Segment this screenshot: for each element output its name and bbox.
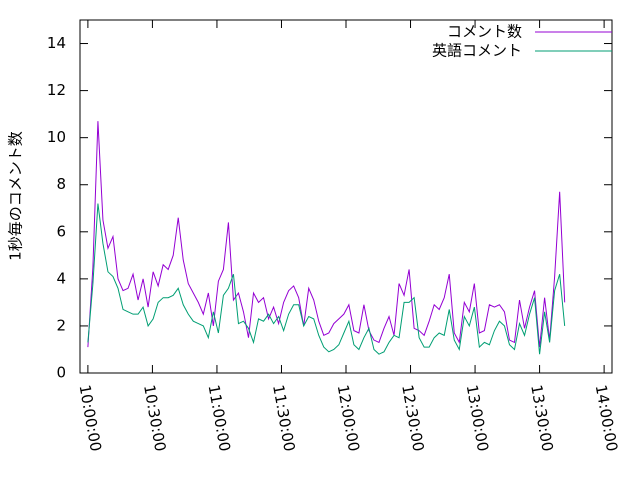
y-tick-label: 12 — [47, 81, 66, 99]
x-tick-label: 13:30:00 — [527, 383, 556, 452]
x-tick-label: 11:00:00 — [205, 383, 234, 452]
x-tick-label: 14:00:00 — [592, 383, 621, 452]
x-tick-label: 12:00:00 — [334, 383, 363, 452]
y-tick-label: 8 — [56, 175, 66, 193]
line-series — [87, 203, 566, 355]
legend-label: 英語コメント — [432, 42, 522, 60]
plot-border — [79, 19, 613, 374]
x-tick-label: 10:00:00 — [76, 383, 105, 452]
y-tick-label: 4 — [56, 269, 66, 287]
y-tick-label: 2 — [56, 316, 66, 334]
x-tick-label: 11:30:00 — [269, 383, 298, 452]
y-tick-label: 6 — [56, 222, 66, 240]
y-tick-label: 10 — [47, 128, 66, 146]
y-axis-label: 1秒毎のコメント数 — [7, 131, 25, 261]
line-series — [87, 121, 566, 348]
y-tick-label: 14 — [47, 34, 66, 52]
x-tick-label: 10:30:00 — [140, 383, 169, 452]
x-tick-label: 12:30:00 — [398, 383, 427, 452]
y-tick-label: 0 — [56, 364, 66, 382]
legend-label: コメント数 — [447, 23, 522, 41]
x-tick-label: 13:00:00 — [463, 383, 492, 452]
